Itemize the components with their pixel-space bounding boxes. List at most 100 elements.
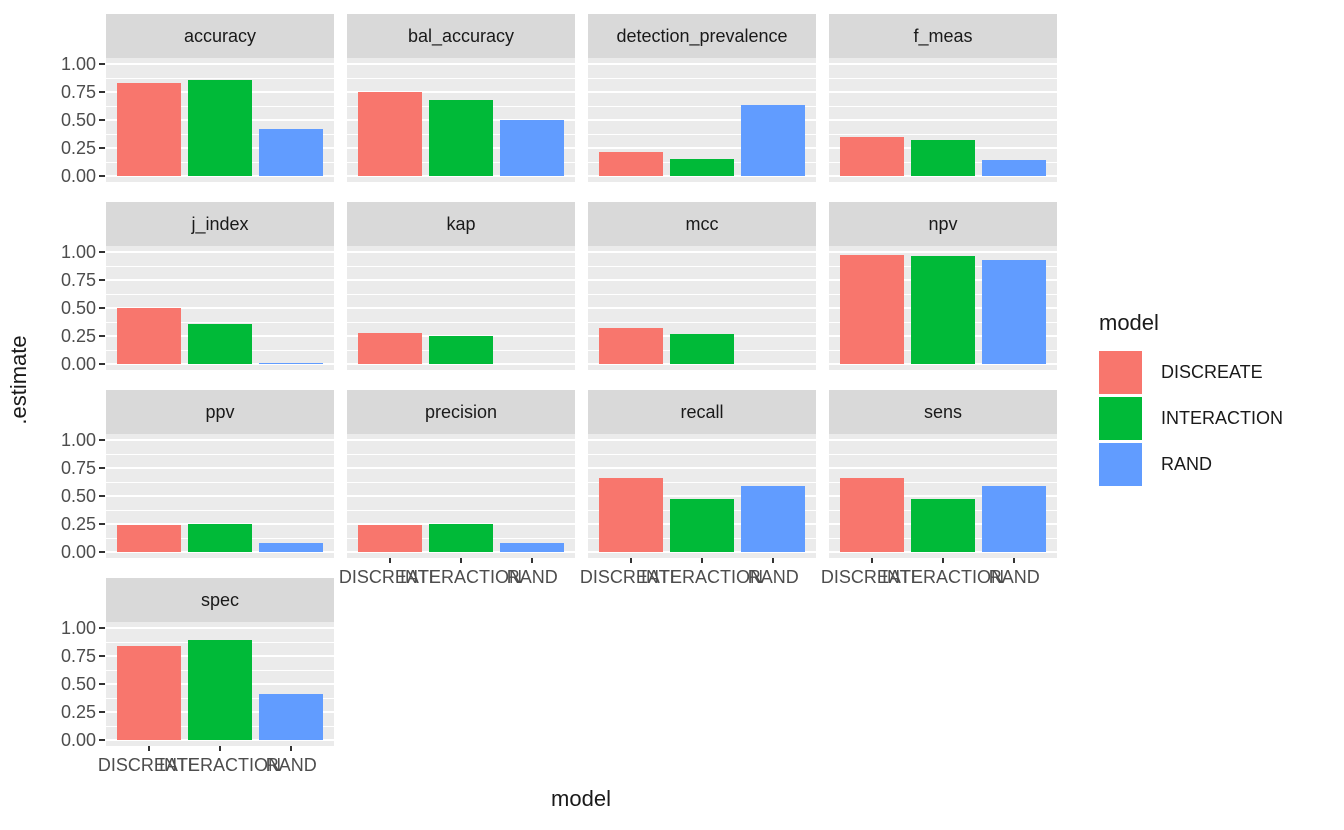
y-axis-tick-mark [99,363,105,365]
facet-strip-label: sens [923,401,963,422]
y-axis-tick-label: 0.50 [60,110,96,130]
gridline-major [829,467,1057,469]
y-axis-tick-mark [99,175,105,177]
gridline-minor [106,265,334,267]
gridline-minor [106,481,334,483]
x-axis-tick-mark [629,558,632,563]
facet-strip: sens [829,390,1057,434]
x-axis-tick-mark [147,746,150,751]
bar-discreate [357,525,422,552]
y-axis-tick-mark [99,739,105,741]
gridline-major [588,307,816,309]
facet-strip: j_index [106,202,334,246]
x-axis-tick-label: INTERACTION [158,755,282,775]
bar-discreate [598,478,663,552]
bar-interaction [187,323,253,364]
gridline-minor [347,481,575,483]
bar-discreate [839,255,904,364]
y-axis-tick-label: 0.25 [60,326,96,346]
bar-discreate [357,332,422,364]
y-axis-tick-mark [99,335,105,337]
y-axis-tick-label: 0.00 [60,730,96,750]
facet-strip-label: bal_accuracy [407,25,515,46]
gridline-major [347,551,575,553]
x-axis-tick-mark [219,746,221,751]
facet-strip-label: recall [680,401,724,422]
gridline-minor [347,321,575,323]
x-axis-tick-label: DISCREATE [97,755,200,775]
gridline-major [347,175,575,177]
facet-strip: spec [106,578,334,622]
facet-panel [588,58,816,182]
x-axis-tick-label: DISCREATE [579,567,682,587]
facet-strip: accuracy [106,14,334,58]
gridline-minor [829,453,1057,455]
facet-strip-label: detection_prevalence [616,25,788,46]
gridline-minor [588,321,816,323]
bar-discreate [839,136,904,176]
gridline-major [588,467,816,469]
y-axis-tick-label: 0.00 [60,166,96,186]
facet-panel [588,246,816,370]
facet-cell-mcc: mcc [588,202,816,370]
gridline-minor [347,453,575,455]
facet-cell-spec: spec DISCREATE INTERACTION RAND [98,578,334,775]
x-axis-title: model [551,786,611,811]
gridline-minor [829,481,1057,483]
x-axis-tick-label: RAND [747,567,799,587]
y-axis-tick-label: 1.00 [60,430,96,450]
bar-interaction [187,524,253,552]
y-axis-tick-mark [99,307,105,309]
bar-rand [982,259,1047,364]
bar-interaction [187,79,253,176]
gridline-minor [588,453,816,455]
y-axis-tick-label: 0.75 [60,646,96,666]
facet-cell-detection_prevalence: detection_prevalence [588,14,816,182]
y-axis-tick-label: 0.50 [60,674,96,694]
legend: model DISCREATE INTERACTION RAND [1099,310,1283,488]
x-axis-tick-mark [388,558,391,563]
y-axis-tick-mark [99,683,105,685]
facet-panel [106,58,334,182]
gridline-major [106,739,334,741]
bar-interaction [669,499,735,552]
y-axis-tick-label: 1.00 [60,54,96,74]
y-axis-tick-label: 0.25 [60,514,96,534]
x-axis-tick-label: DISCREATE [338,567,441,587]
bar-rand [500,120,565,176]
gridline-minor [106,321,334,323]
bar-rand [259,694,324,740]
gridline-major [347,63,575,65]
gridline-minor [588,133,816,135]
gridline-minor [347,509,575,511]
x-axis-tick-label: INTERACTION [881,567,1005,587]
y-axis-tick-mark [99,147,105,149]
gridline-major [588,91,816,93]
facet-panel [588,434,816,558]
facet-panel [347,246,575,370]
x-axis-tick-label: RAND [988,567,1040,587]
facet-strip: recall [588,390,816,434]
gridline-major [588,119,816,121]
x-axis-tick-mark [772,558,775,563]
gridline-major [106,551,334,553]
y-axis-tick-mark [99,251,105,253]
legend-swatch-interaction [1099,396,1142,440]
bar-discreate [116,308,181,364]
facet-strip-label: spec [200,589,240,610]
x-axis-tick-mark [870,558,873,563]
bar-interaction [187,640,253,740]
legend-swatch-rand [1099,442,1142,486]
gridline-major [588,279,816,281]
bar-discreate [598,152,663,176]
y-axis-tick-mark [99,495,105,497]
bar-interaction [428,99,494,176]
x-axis-tick-mark [701,558,703,563]
gridline-major [106,307,334,309]
facet-strip: f_meas [829,14,1057,58]
legend-label: DISCREATE [1161,361,1263,382]
bar-rand [259,128,324,176]
gridline-minor [588,293,816,295]
gridline-major [106,251,334,253]
gridline-major [829,363,1057,365]
